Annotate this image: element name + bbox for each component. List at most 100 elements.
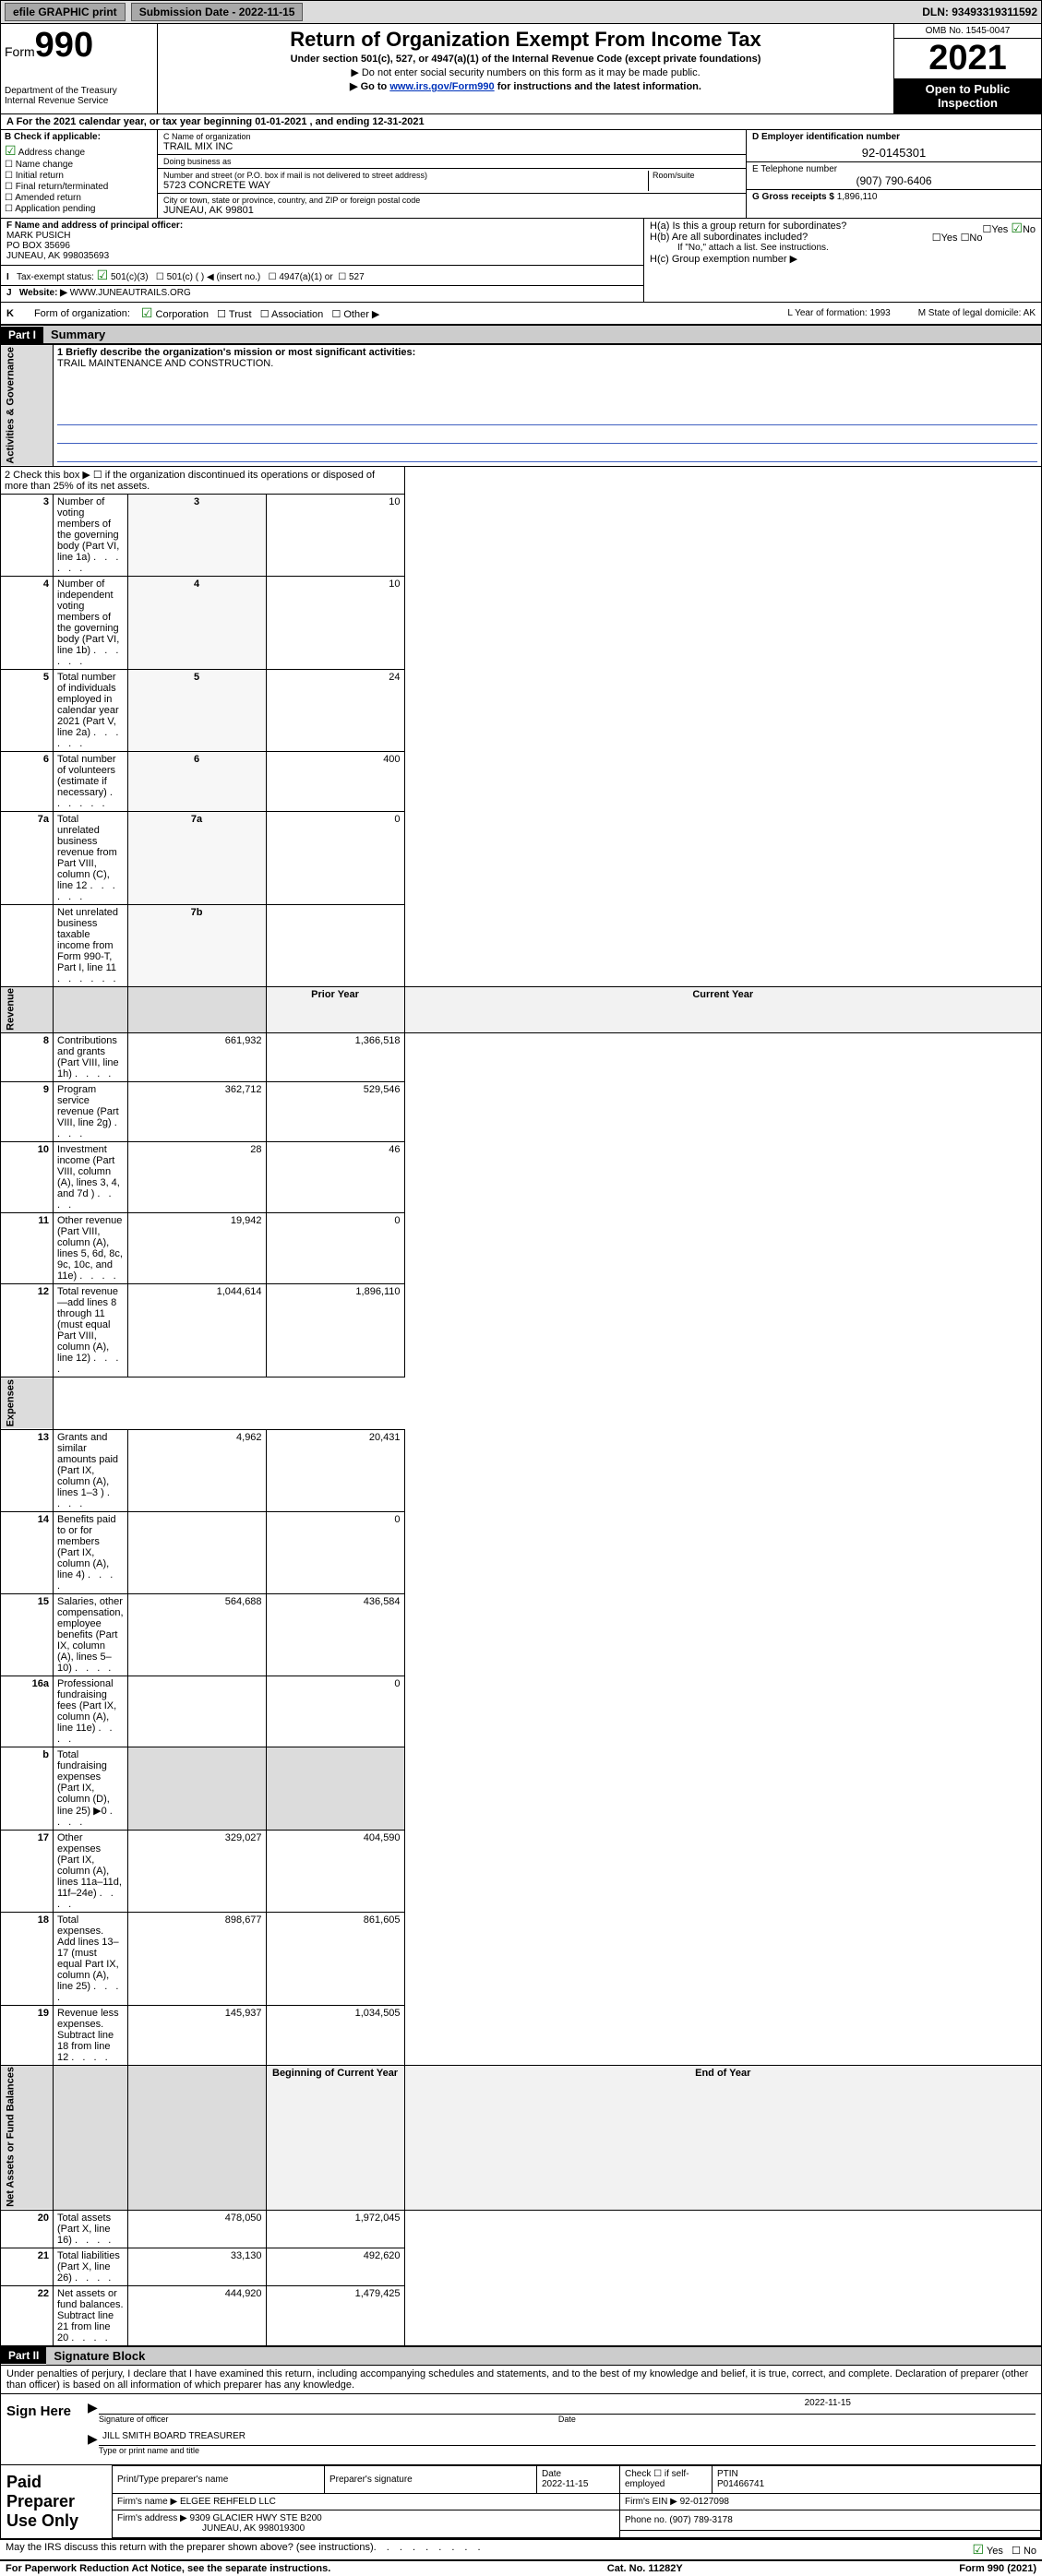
header-right: OMB No. 1545-0047 2021 Open to Public In… (893, 24, 1041, 113)
k-opt-1: ☐ Trust (214, 309, 258, 320)
dept-label: Department of the Treasury (5, 86, 153, 96)
box-b-label: B Check if applicable: (5, 132, 153, 142)
sign-here-label: Sign Here (1, 2394, 84, 2464)
instruction-1: ▶ Do not enter social security numbers o… (162, 66, 890, 78)
prior-year-header: Prior Year (266, 986, 404, 1033)
prep-date-label: Date (542, 2469, 561, 2479)
yes-label: Yes (987, 2546, 1003, 2557)
org-name-label: C Name of organization (163, 132, 740, 141)
name-title-label: Type or print name and title (99, 2446, 1036, 2455)
part-1-header: Part I Summary (0, 325, 1042, 344)
box-b: B Check if applicable: ☑ Address change☐… (1, 130, 158, 218)
officer-addr1: PO BOX 35696 (6, 241, 638, 251)
phone-value: (907) 790-6406 (752, 174, 1036, 187)
fh-block: F Name and address of principal officer:… (0, 218, 1042, 303)
firm-name-label: Firm's name ▶ (117, 2497, 177, 2507)
efile-topbar: efile GRAPHIC print Submission Date - 20… (0, 0, 1042, 24)
form-subtitle: Under section 501(c), 527, or 4947(a)(1)… (162, 54, 890, 65)
h-a-label: H(a) Is this a group return for subordin… (650, 221, 846, 232)
dba-label: Doing business as (163, 157, 740, 166)
ein-value: 92-0145301 (752, 146, 1036, 160)
k-opt-3: ☐ Other ▶ (329, 309, 385, 320)
summary-line-15: 15Salaries, other compensation, employee… (1, 1593, 1042, 1676)
check-icon: ☑ (1011, 221, 1023, 235)
prep-name-label: Print/Type preparer's name (113, 2465, 325, 2493)
summary-line-14: 14Benefits paid to or for members (Part … (1, 1511, 1042, 1593)
firm-ein-label: Firm's EIN ▶ (625, 2497, 677, 2507)
beg-year-header: Beginning of Current Year (266, 2065, 404, 2210)
form-ref: Form 990 (2021) (959, 2563, 1036, 2574)
no-label: No (1024, 2546, 1036, 2557)
line-2: 2 Check this box ▶ ☐ if the organization… (1, 466, 405, 494)
summary-line-13: 13Grants and similar amounts paid (Part … (1, 1429, 1042, 1511)
checkbox-final-return-terminated[interactable]: ☐ Final return/terminated (5, 182, 153, 192)
addr-value: 5723 CONCRETE WAY (163, 180, 648, 191)
sig-officer-label: Signature of officer (99, 2415, 168, 2424)
summary-line-10: 10Investment income (Part VIII, column (… (1, 1142, 1042, 1213)
summary-line-18: 18Total expenses. Add lines 13–17 (must … (1, 1912, 1042, 2005)
form-title: Return of Organization Exempt From Incom… (162, 28, 890, 52)
tax-year: 2021 (894, 39, 1041, 78)
part-1-num: Part I (1, 327, 43, 343)
gross-label: G Gross receipts $ (752, 192, 834, 202)
discuss-question: May the IRS discuss this return with the… (6, 2542, 374, 2558)
open-public-badge: Open to Public Inspection (894, 78, 1041, 113)
h-b-note: If "No," attach a list. See instructions… (650, 243, 1036, 253)
checkbox-name-change[interactable]: ☐ Name change (5, 160, 153, 170)
summary-line-19: 19Revenue less expenses. Subtract line 1… (1, 2005, 1042, 2065)
check-icon: ☑ (972, 2542, 984, 2557)
irs-link[interactable]: www.irs.gov/Form990 (389, 81, 494, 92)
city-label: City or town, state or province, country… (163, 196, 740, 205)
submission-date-button[interactable]: Submission Date - 2022-11-15 (131, 3, 304, 21)
side-governance: Activities & Governance (1, 345, 54, 467)
footer-row: For Paperwork Reduction Act Notice, see … (0, 2559, 1042, 2576)
end-year-header: End of Year (404, 2065, 1041, 2210)
year-formation: L Year of formation: 1993 (787, 308, 890, 318)
prep-sig-label: Preparer's signature (325, 2465, 537, 2493)
ein-label: D Employer identification number (752, 132, 1036, 142)
efile-print-button[interactable]: efile GRAPHIC print (5, 3, 126, 21)
irs-label: Internal Revenue Service (5, 96, 153, 106)
firm-addr2: JUNEAU, AK 998019300 (202, 2523, 305, 2534)
summary-line-7b: Net unrelated business taxable income fr… (1, 904, 1042, 986)
arrow-icon: ▶ (88, 2400, 98, 2415)
officer-name-line: ▶ JILL SMITH BOARD TREASURER (99, 2429, 1036, 2446)
website-value: WWW.JUNEAUTRAILS.ORG (70, 288, 191, 298)
sign-date: 2022-11-15 (805, 2398, 851, 2408)
firm-addr-label: Firm's address ▶ (117, 2513, 187, 2523)
firm-name: ELGEE REHFELD LLC (180, 2497, 276, 2507)
state-domicile: M State of legal domicile: AK (918, 308, 1036, 318)
summary-line-11: 11Other revenue (Part VIII, column (A), … (1, 1213, 1042, 1284)
phone-label: E Telephone number (752, 164, 1036, 174)
org-name: TRAIL MIX INC (163, 141, 740, 152)
firm-phone: (907) 789-3178 (669, 2515, 732, 2525)
h-a-no: No (1023, 224, 1036, 235)
goto-pre: ▶ Go to (350, 81, 389, 92)
summary-table: Activities & Governance 1 Briefly descri… (0, 344, 1042, 2346)
checkbox-application-pending[interactable]: ☐ Application pending (5, 204, 153, 214)
summary-line-4: 4Number of independent voting members of… (1, 576, 1042, 669)
cat-no: Cat. No. 11282Y (607, 2563, 683, 2574)
checkbox-address-change[interactable]: ☑ Address change (5, 143, 153, 159)
row-k-lead: K (6, 308, 14, 319)
opt-527: 527 (349, 272, 365, 282)
row-k: K Form of organization: ☑ Corporation ☐ … (0, 303, 1042, 325)
box-h: H(a) Is this a group return for subordin… (644, 219, 1041, 302)
row-j-lead: J (6, 288, 12, 298)
checkbox-initial-return[interactable]: ☐ Initial return (5, 171, 153, 181)
summary-line-3: 3Number of voting members of the governi… (1, 494, 1042, 576)
sig-date-label: Date (558, 2415, 576, 2424)
dln-label: DLN: 93493319311592 (922, 6, 1037, 18)
part-1-title: Summary (43, 326, 1041, 343)
officer-signature-line[interactable]: ▶ 2022-11-15 (99, 2398, 1036, 2415)
part-2-num: Part II (1, 2347, 46, 2364)
mission-label: 1 Briefly describe the organization's mi… (57, 347, 1037, 358)
summary-line-9: 9Program service revenue (Part VIII, lin… (1, 1082, 1042, 1142)
check-icon: ☑ (97, 268, 109, 282)
ptin-label: PTIN (717, 2469, 738, 2479)
perjury-text: Under penalties of perjury, I declare th… (1, 2366, 1041, 2393)
checkbox-amended-return[interactable]: ☐ Amended return (5, 193, 153, 203)
opt-501c: 501(c) ( ) ◀ (insert no.) (167, 272, 261, 282)
paid-preparer-table: Print/Type preparer's name Preparer's si… (112, 2465, 1041, 2538)
summary-line-8: 8Contributions and grants (Part VIII, li… (1, 1033, 1042, 1082)
